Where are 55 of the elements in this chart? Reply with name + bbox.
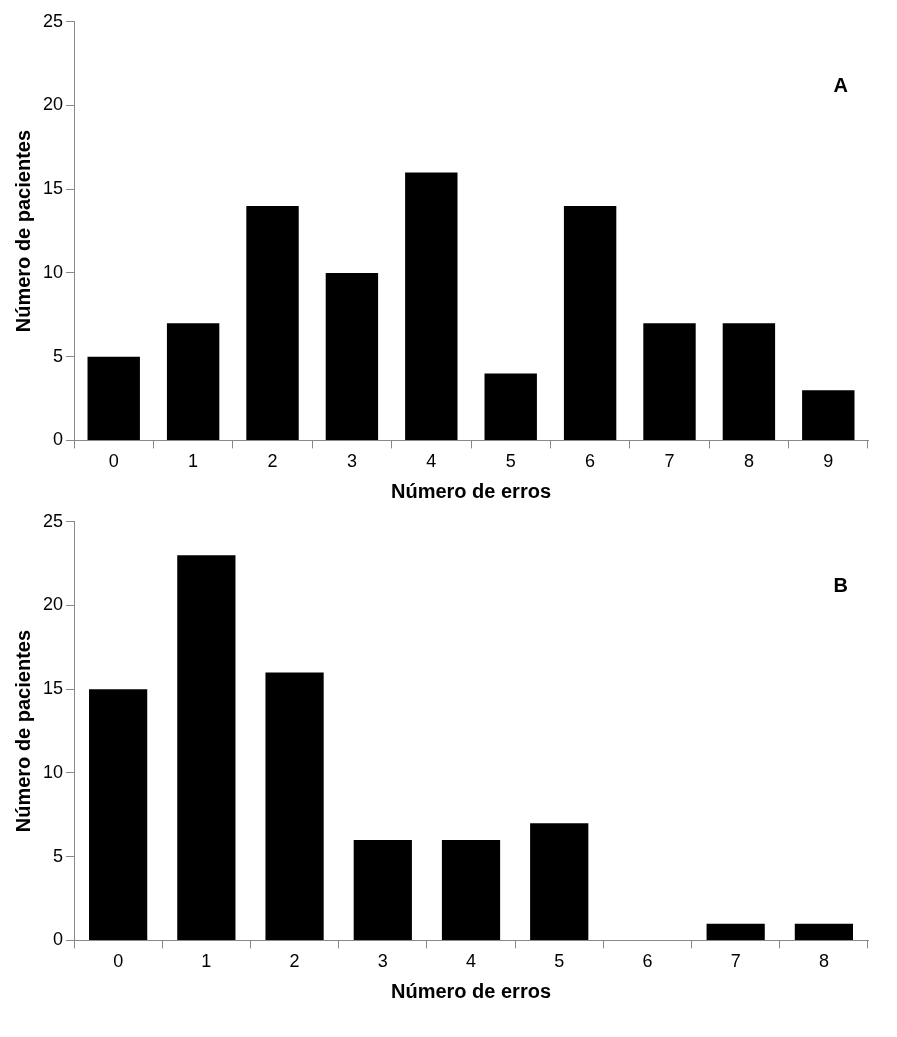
bar [265, 672, 324, 940]
y-axis-title: Número de pacientes [11, 629, 34, 833]
bar [643, 323, 696, 440]
y-tick-label: 25 [42, 510, 64, 531]
x-tick-label: 4 [426, 451, 437, 472]
x-tick-label: 0 [108, 451, 119, 472]
y-tick-label: 10 [42, 261, 64, 282]
bar [563, 205, 617, 440]
bar [722, 323, 776, 440]
x-tick-label: 5 [554, 951, 565, 972]
bar [246, 205, 299, 440]
x-axis-title: Número de erros [390, 979, 552, 1002]
bar [405, 172, 458, 440]
bar [353, 839, 412, 940]
bar [87, 356, 140, 440]
y-tick-label: 25 [42, 10, 64, 31]
x-tick-label: 3 [377, 951, 388, 972]
y-tick-label: 20 [42, 594, 64, 615]
y-tick-label: 10 [42, 761, 64, 782]
y-tick-label: 5 [53, 845, 64, 866]
bar [530, 823, 589, 940]
x-tick-label: 2 [289, 951, 300, 972]
y-tick-label: 20 [42, 94, 64, 115]
y-tick-label: 0 [53, 429, 64, 450]
x-tick-label: 9 [823, 451, 834, 472]
x-tick-label: 7 [664, 451, 675, 472]
bar [325, 272, 379, 440]
x-tick-label: 6 [642, 951, 653, 972]
bar [166, 323, 220, 440]
bar [484, 373, 537, 440]
y-tick-label: 15 [42, 678, 64, 699]
y-tick-label: 0 [53, 929, 64, 950]
bar [177, 555, 236, 940]
x-tick-label: 6 [585, 451, 596, 472]
x-axis-title: Número de erros [390, 479, 552, 502]
bar [441, 839, 501, 940]
x-tick-label: 2 [267, 451, 278, 472]
x-tick-label: 1 [201, 951, 212, 972]
bar [89, 689, 148, 940]
x-tick-label: 0 [113, 951, 124, 972]
x-tick-label: 1 [188, 451, 199, 472]
y-tick-label: 5 [53, 345, 64, 366]
x-tick-label: 4 [466, 951, 477, 972]
x-tick-label: 8 [818, 951, 829, 972]
x-tick-label: 3 [346, 451, 357, 472]
bar [706, 923, 765, 940]
annotation: B [833, 574, 848, 597]
y-axis-title: Número de pacientes [11, 129, 34, 333]
x-tick-label: 7 [730, 951, 741, 972]
x-tick-label: 5 [505, 451, 516, 472]
annotation: A [833, 74, 848, 97]
bar [794, 923, 853, 940]
y-tick-label: 15 [42, 178, 64, 199]
bar [802, 390, 855, 440]
x-tick-label: 8 [743, 451, 754, 472]
